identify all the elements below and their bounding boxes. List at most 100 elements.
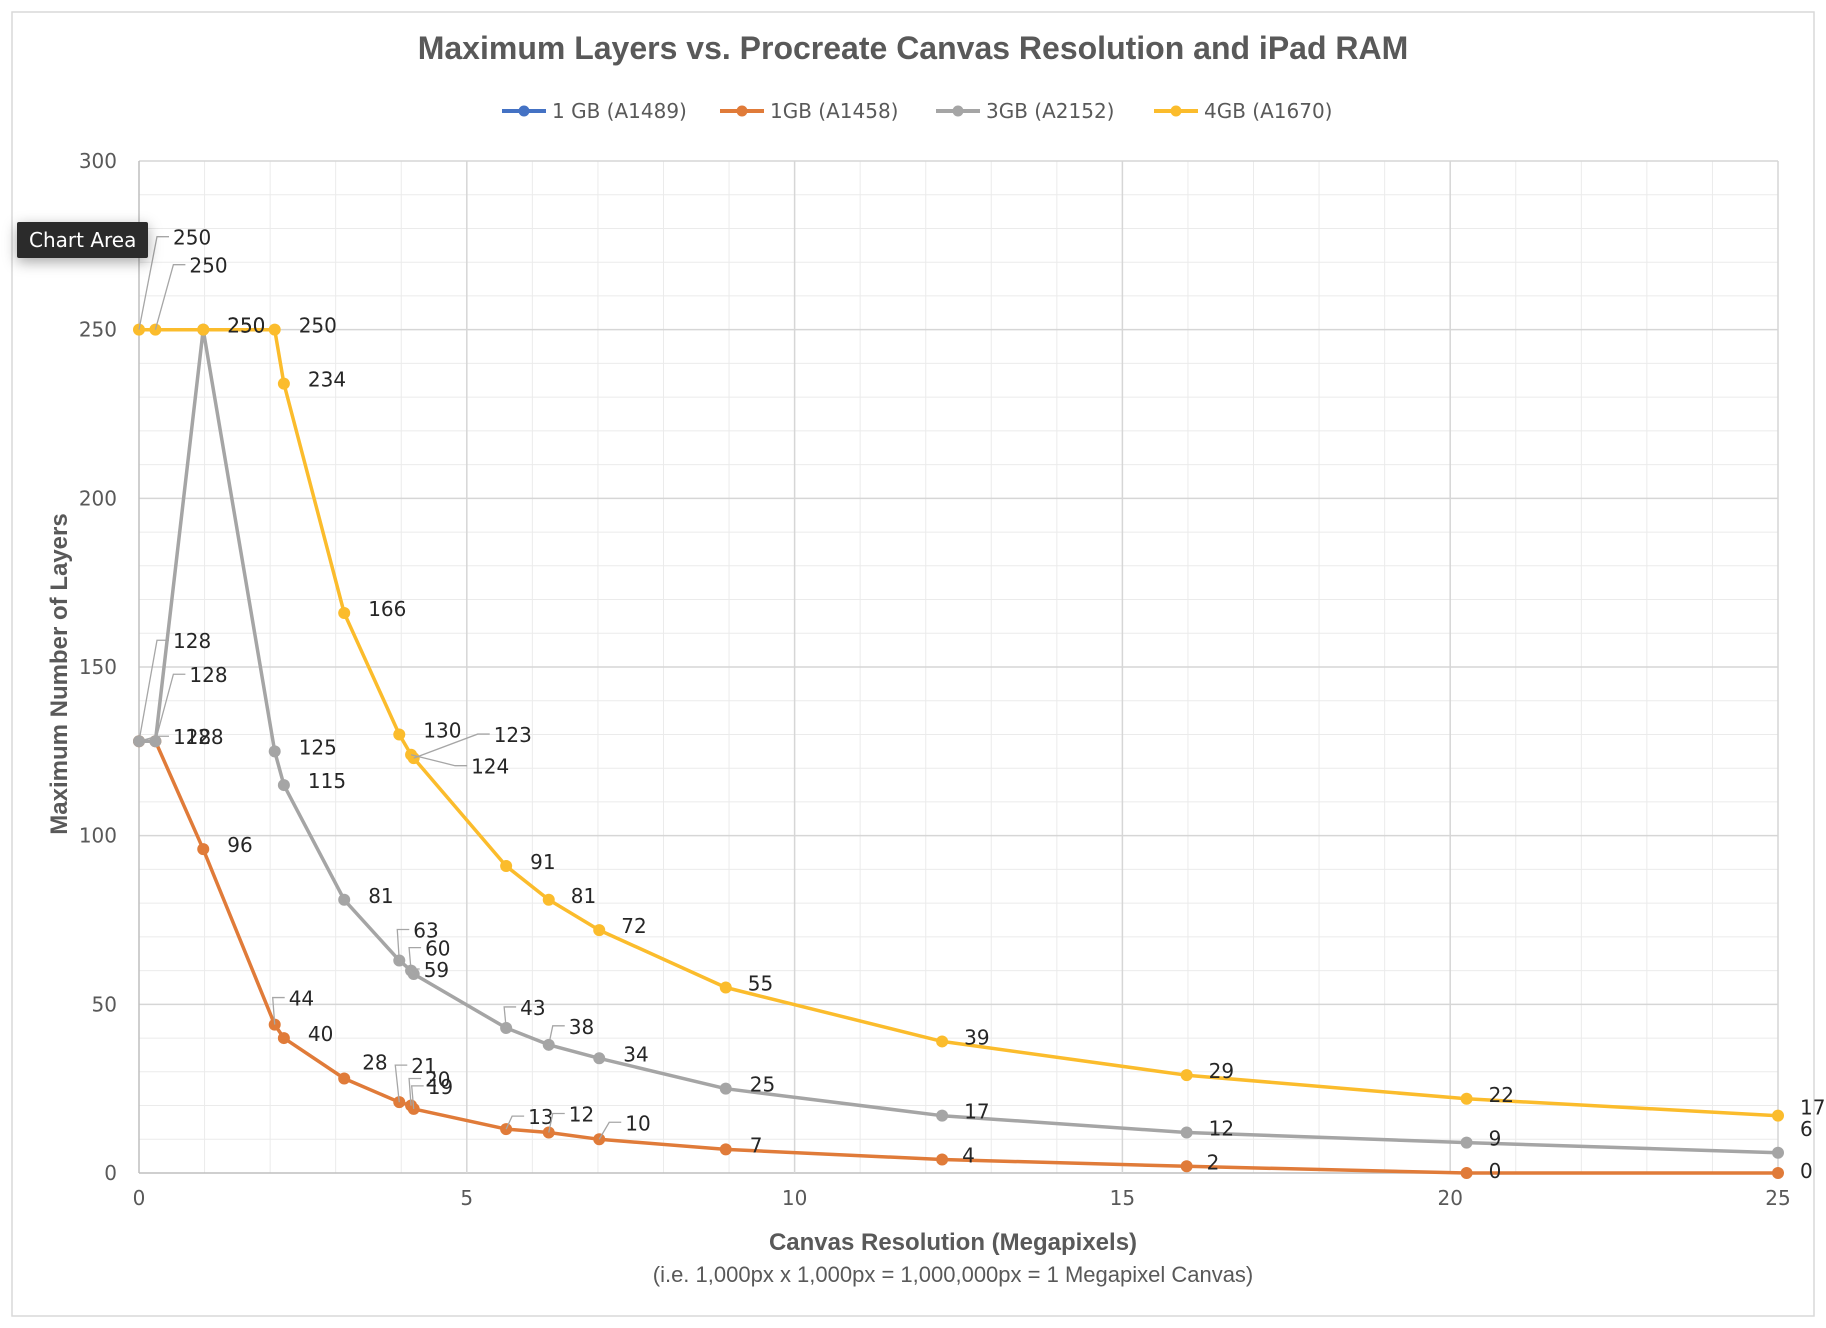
data-label: 124 <box>471 755 509 779</box>
data-label-leader <box>505 1115 525 1130</box>
data-label: 38 <box>569 1015 594 1039</box>
data-point[interactable] <box>268 323 281 336</box>
x-tick-label: 15 <box>1110 1186 1135 1210</box>
data-label: 96 <box>227 833 252 857</box>
data-label-leader <box>154 673 186 742</box>
data-point[interactable] <box>1772 1109 1784 1122</box>
data-label: 43 <box>520 996 545 1020</box>
data-point[interactable] <box>338 893 351 906</box>
data-point[interactable] <box>593 1052 606 1065</box>
data-label: 40 <box>308 1022 333 1046</box>
data-label: 17 <box>1800 1096 1825 1120</box>
data-point[interactable] <box>197 323 210 336</box>
legend-label[interactable]: 4GB (A1670) <box>1204 99 1333 123</box>
data-label: 12 <box>569 1103 594 1127</box>
data-point[interactable] <box>338 607 351 620</box>
data-label: 59 <box>424 958 449 982</box>
data-label: 44 <box>289 987 314 1011</box>
data-label: 39 <box>964 1025 989 1049</box>
x-tick-label: 25 <box>1765 1186 1790 1210</box>
y-tick-label: 250 <box>79 318 117 342</box>
data-label: 125 <box>299 735 337 759</box>
data-point[interactable] <box>542 893 555 906</box>
data-point[interactable] <box>1460 1167 1473 1179</box>
data-point[interactable] <box>1460 1092 1473 1105</box>
data-label: 34 <box>623 1042 648 1066</box>
data-point[interactable] <box>1772 1146 1784 1159</box>
data-label: 81 <box>368 884 393 908</box>
data-point[interactable] <box>719 1143 732 1156</box>
data-point[interactable] <box>936 1035 949 1048</box>
data-label: 115 <box>308 769 346 793</box>
y-tick-label: 150 <box>79 655 117 679</box>
data-label: 91 <box>530 850 555 874</box>
data-point[interactable] <box>936 1109 949 1122</box>
data-point[interactable] <box>268 745 281 758</box>
legend-swatch-marker <box>1170 105 1182 117</box>
y-axis-ticks: 0 50 100 150 200 250 300 <box>79 149 117 1185</box>
data-label: 234 <box>308 368 346 392</box>
data-label-leader <box>138 236 169 330</box>
legend-swatch-marker <box>518 105 530 117</box>
data-label: 17 <box>964 1100 989 1124</box>
data-point[interactable] <box>500 860 513 873</box>
data-label: 250 <box>299 314 337 338</box>
data-label: 28 <box>362 1051 387 1075</box>
data-point[interactable] <box>197 843 210 856</box>
data-label: 12 <box>1209 1117 1234 1141</box>
data-label: 250 <box>173 226 211 250</box>
data-label: 128 <box>185 725 223 749</box>
legend-label[interactable]: 3GB (A2152) <box>986 99 1115 123</box>
legend-label[interactable]: 1GB (A1458) <box>770 99 899 123</box>
y-axis-title: Maximum Number of Layers <box>46 513 73 834</box>
data-label-leader <box>394 1064 408 1103</box>
data-label: 250 <box>227 314 265 338</box>
chart-area-tooltip: Chart Area <box>17 222 149 258</box>
legend-label[interactable]: 1 GB (A1489) <box>552 99 687 123</box>
data-point[interactable] <box>1180 1126 1193 1139</box>
data-label: 7 <box>750 1133 763 1157</box>
data-label: 55 <box>748 971 773 995</box>
data-point[interactable] <box>1460 1136 1473 1149</box>
chart-title: Maximum Layers vs. Procreate Canvas Reso… <box>418 30 1409 66</box>
y-tick-label: 200 <box>79 486 117 510</box>
data-point[interactable] <box>277 1032 290 1045</box>
x-tick-label: 10 <box>782 1186 807 1210</box>
data-label: 25 <box>750 1073 775 1097</box>
x-axis-title: Canvas Resolution (Megapixels) <box>769 1229 1137 1256</box>
data-label: 250 <box>189 254 227 278</box>
data-point[interactable] <box>338 1072 351 1085</box>
data-label-leader <box>138 639 169 742</box>
data-point[interactable] <box>719 1082 732 1095</box>
data-point[interactable] <box>277 377 290 390</box>
data-point[interactable] <box>393 728 406 741</box>
data-point[interactable] <box>1180 1069 1193 1082</box>
series-4gb-a1670-[interactable]: 250 250 250 250 234 166 130 124 123 91 81 72 55 39 29 2… <box>133 226 1825 1122</box>
data-point[interactable] <box>1772 1167 1784 1179</box>
data-label: 6 <box>1800 1117 1813 1141</box>
data-label: 19 <box>428 1075 453 1099</box>
data-point[interactable] <box>719 981 732 994</box>
legend-swatch-marker <box>736 105 748 117</box>
data-point[interactable] <box>593 924 606 937</box>
legend[interactable]: 1 GB (A1489) 1GB (A1458) 3GB (A2152) 4GB (A… <box>502 99 1333 123</box>
data-label: 2 <box>1207 1150 1220 1174</box>
data-point[interactable] <box>1180 1160 1193 1173</box>
data-point[interactable] <box>149 735 162 748</box>
data-label-leader <box>410 754 468 767</box>
data-label-leader <box>413 733 490 759</box>
y-tick-label: 300 <box>79 149 117 173</box>
data-label: 0 <box>1489 1159 1502 1183</box>
data-point[interactable] <box>936 1153 949 1166</box>
y-tick-label: 50 <box>92 992 117 1016</box>
data-label-leader <box>503 1006 517 1029</box>
data-label: 20 <box>425 1068 450 1092</box>
data-point[interactable] <box>277 779 290 792</box>
data-label-leader <box>408 1077 422 1106</box>
data-label: 60 <box>425 937 450 961</box>
legend-swatch-marker <box>952 105 964 117</box>
